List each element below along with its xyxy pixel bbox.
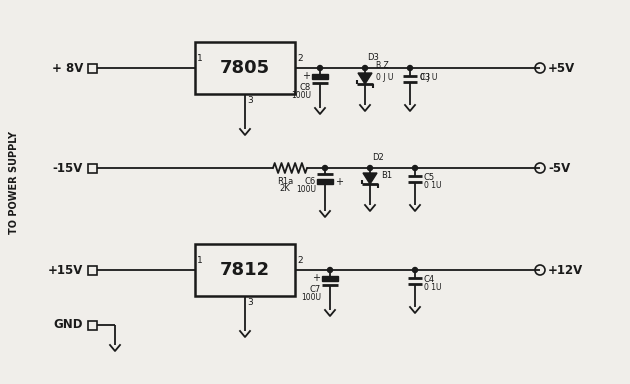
Text: -15V: -15V xyxy=(53,162,83,174)
Text: C7: C7 xyxy=(310,285,321,295)
Text: 3: 3 xyxy=(247,96,253,105)
Text: GND: GND xyxy=(54,318,83,331)
Text: C8: C8 xyxy=(300,83,311,93)
Text: TO POWER SUPPLY: TO POWER SUPPLY xyxy=(9,131,19,233)
Text: D2: D2 xyxy=(372,154,384,162)
Text: 1: 1 xyxy=(197,256,203,265)
Bar xyxy=(195,42,295,94)
Text: C6: C6 xyxy=(305,177,316,187)
Text: +: + xyxy=(302,71,310,81)
Text: 2: 2 xyxy=(297,256,302,265)
Text: +: + xyxy=(335,177,343,187)
Text: 2: 2 xyxy=(297,54,302,63)
Text: 1: 1 xyxy=(197,54,203,63)
Text: 3: 3 xyxy=(247,298,253,307)
Polygon shape xyxy=(312,74,328,79)
Text: B1: B1 xyxy=(381,172,392,180)
Circle shape xyxy=(367,166,372,170)
Text: C5: C5 xyxy=(424,172,435,182)
Circle shape xyxy=(328,268,333,273)
Text: 0 1U: 0 1U xyxy=(424,180,442,189)
Text: -5V: -5V xyxy=(548,162,570,174)
Text: 100U: 100U xyxy=(296,185,316,195)
Circle shape xyxy=(323,166,328,170)
Bar xyxy=(88,164,96,172)
Text: +5V: +5V xyxy=(548,61,575,74)
Circle shape xyxy=(362,66,367,71)
Polygon shape xyxy=(358,73,372,84)
Text: C4: C4 xyxy=(424,275,435,283)
Bar xyxy=(88,63,96,73)
Circle shape xyxy=(318,66,323,71)
Circle shape xyxy=(413,268,418,273)
Bar xyxy=(88,321,96,329)
Bar xyxy=(195,244,295,296)
Text: 0 1U: 0 1U xyxy=(424,283,442,291)
Text: 0 J U: 0 J U xyxy=(376,73,393,83)
Text: R1a: R1a xyxy=(277,177,293,186)
Circle shape xyxy=(408,66,413,71)
Polygon shape xyxy=(363,173,377,184)
Text: +15V: +15V xyxy=(48,263,83,276)
Text: 7812: 7812 xyxy=(220,261,270,279)
Text: 100U: 100U xyxy=(301,293,321,303)
Text: +: + xyxy=(312,273,320,283)
Text: 7805: 7805 xyxy=(220,59,270,77)
Text: B Z: B Z xyxy=(376,61,389,71)
Polygon shape xyxy=(317,179,333,184)
Text: 2K: 2K xyxy=(280,184,290,193)
Text: 100U: 100U xyxy=(291,91,311,101)
Text: 0 J U: 0 J U xyxy=(420,73,437,83)
Text: + 8V: + 8V xyxy=(52,61,83,74)
Bar xyxy=(88,265,96,275)
Circle shape xyxy=(413,166,418,170)
Text: D3: D3 xyxy=(367,53,379,63)
Text: +12V: +12V xyxy=(548,263,583,276)
Text: C3: C3 xyxy=(419,73,430,81)
Polygon shape xyxy=(322,276,338,281)
